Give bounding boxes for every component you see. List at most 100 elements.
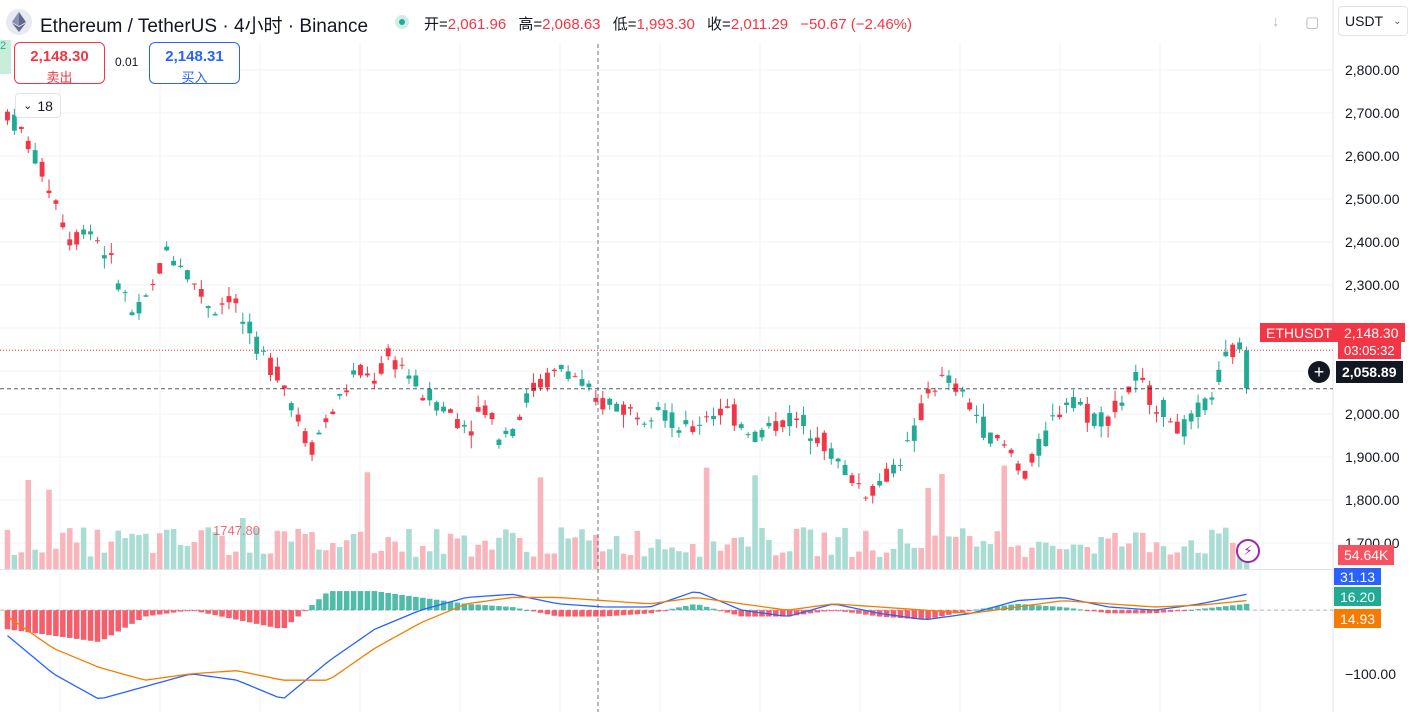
sell-button[interactable]: 2,148.30 卖出: [14, 42, 105, 85]
volume-bar: [267, 553, 274, 569]
candle-body: [1161, 399, 1166, 418]
candle-body: [1202, 398, 1208, 411]
add-alert-icon[interactable]: +: [1308, 361, 1330, 383]
volume-bar: [4, 529, 11, 569]
candle-body: [648, 420, 654, 422]
candle-body: [67, 239, 73, 246]
volume-bar: [759, 527, 765, 569]
candle-body: [1050, 415, 1056, 417]
volume-bar: [551, 553, 558, 569]
macd-histogram-bar: [392, 593, 398, 611]
macd-histogram-bar: [94, 610, 101, 642]
candle-body: [226, 296, 232, 303]
volume-bar: [392, 541, 398, 569]
candle-body: [558, 364, 564, 370]
macd-histogram-bar: [1043, 605, 1049, 611]
candle-body: [731, 404, 737, 426]
symbol-title[interactable]: Ethereum / TetherUS · 4小时 · Binance: [40, 16, 369, 37]
candle-body: [448, 409, 453, 413]
macd-histogram-bar: [170, 610, 177, 613]
volume-bar: [191, 541, 198, 569]
candle-body: [898, 465, 903, 467]
candle-body: [531, 382, 536, 391]
restore-icon[interactable]: ▢: [1305, 14, 1320, 31]
indicator-collapse-button[interactable]: ⌄ 18: [15, 93, 61, 118]
macd-histogram-bar: [544, 610, 551, 615]
macd-histogram-bar: [1056, 606, 1063, 611]
candle-body: [801, 414, 806, 427]
volume-bar: [779, 552, 786, 569]
candle-body: [884, 468, 890, 482]
candle-body: [773, 421, 779, 431]
macd-histogram-bar: [468, 604, 475, 611]
volume-bar: [1112, 532, 1118, 569]
open-label: 开: [424, 16, 440, 33]
candle-body: [517, 416, 523, 420]
macd-histogram-bar: [454, 602, 461, 611]
macd-histogram-bar: [745, 610, 751, 617]
buy-price: 2,148.31: [165, 48, 224, 65]
candle-body: [821, 432, 827, 452]
volume-bar: [1070, 544, 1077, 569]
volume-bar: [94, 529, 101, 569]
y-axis-tick-label: 2,300.00: [1345, 277, 1400, 293]
candle-body: [1195, 402, 1201, 417]
volume-bar: [1119, 546, 1125, 569]
volume-bar: [350, 534, 357, 569]
buy-button[interactable]: 2,148.31 买入: [149, 42, 240, 85]
macd-histogram-bar: [551, 610, 558, 616]
candle-body: [828, 448, 834, 459]
candle-body: [870, 486, 876, 496]
y-axis-tick-label: 2,500.00: [1345, 191, 1400, 207]
macd-histogram-bar: [1153, 610, 1160, 614]
candle-body: [441, 406, 446, 412]
macd-histogram-bar: [156, 610, 163, 615]
volume-bar: [219, 535, 225, 569]
volume-bar: [655, 539, 661, 569]
candle-body: [150, 284, 156, 286]
candle-body: [1237, 342, 1243, 350]
volume-bar: [634, 530, 641, 569]
lightning-icon[interactable]: ⚡: [1236, 539, 1260, 563]
macd-histogram-bar: [184, 610, 191, 612]
volume-bar: [73, 542, 80, 569]
macd-histogram-bar: [309, 604, 315, 611]
volume-bar: [620, 553, 627, 569]
macd-histogram-bar: [1195, 609, 1201, 611]
candle-body: [25, 140, 31, 150]
candle-body: [261, 350, 267, 352]
candle-body: [95, 240, 100, 242]
candle-body: [1112, 400, 1118, 413]
volume-bar: [1153, 542, 1160, 569]
candle-body: [621, 404, 626, 415]
arrow-down-icon[interactable]: ↓: [1272, 13, 1280, 30]
candle-body: [718, 408, 723, 416]
macd-histogram-bar: [288, 610, 295, 623]
volume-bar: [939, 474, 945, 569]
volume-bar: [842, 527, 848, 569]
candle-body: [32, 150, 38, 164]
macd-histogram-bar: [233, 610, 239, 620]
volume-bar: [1105, 538, 1111, 569]
macd-histogram-bar: [1084, 610, 1091, 612]
candle-body: [39, 161, 45, 177]
candle-body: [593, 397, 599, 402]
currency-unit-button[interactable]: USDT ⌄: [1338, 6, 1408, 36]
candle-body: [275, 366, 280, 381]
volume-bar: [1008, 547, 1014, 569]
volume-bar: [717, 550, 724, 569]
candle-body: [434, 402, 440, 411]
macd-histogram-bar: [413, 596, 419, 611]
macd-histogram-bar: [863, 610, 869, 615]
candle-body: [808, 438, 813, 441]
candle-body: [1057, 414, 1063, 418]
volume-bar: [198, 530, 205, 569]
candle-body: [891, 464, 896, 474]
y-axis-tick-label: 2,700.00: [1345, 105, 1400, 121]
candle-body: [600, 398, 606, 410]
macd-histogram-bar: [842, 610, 848, 612]
candle-body: [288, 403, 294, 411]
macd-histogram-bar: [911, 610, 918, 619]
volume-bar: [426, 551, 433, 569]
